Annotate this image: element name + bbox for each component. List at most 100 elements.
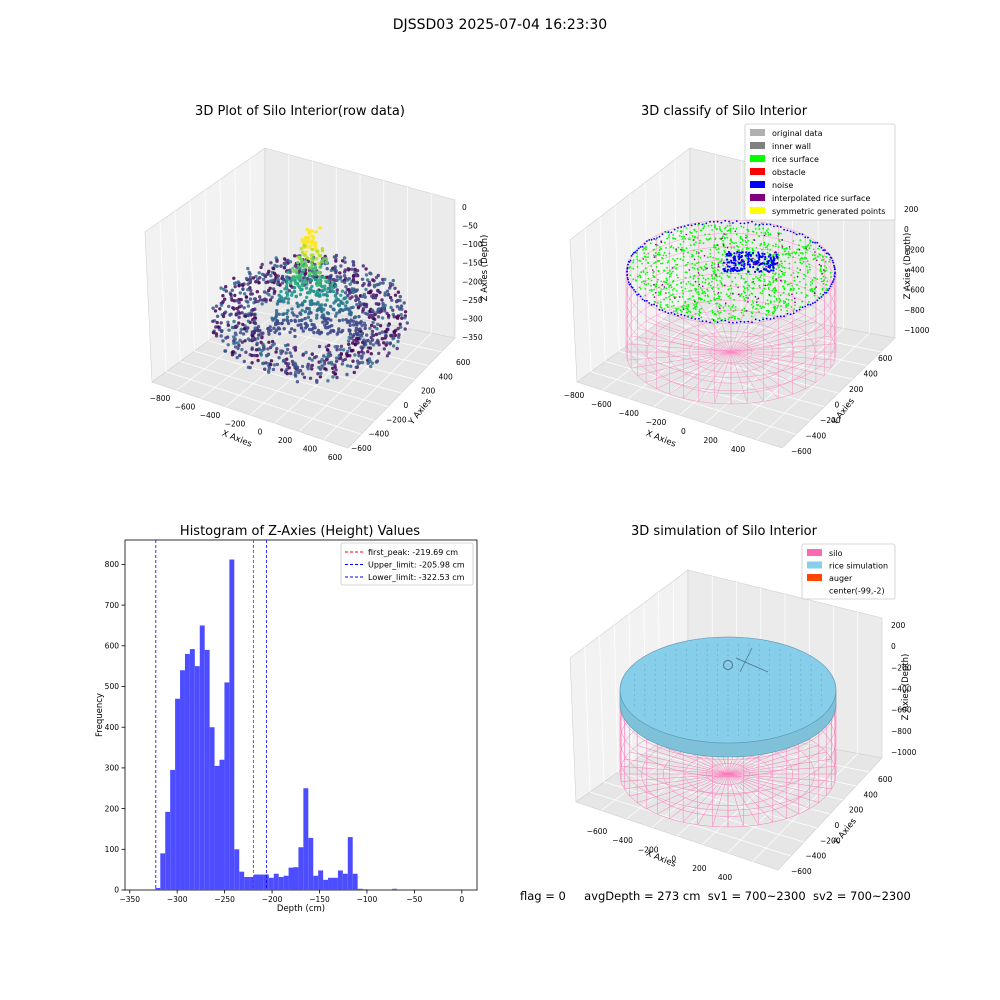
data-point [325,267,329,271]
x-tick-label: 0 [681,427,686,436]
rice-surface-point [819,268,822,270]
noise-point [633,289,635,291]
data-point [335,275,339,279]
rice-surface-point [709,256,712,258]
noise-point [804,305,807,308]
data-point [288,260,293,264]
z-axis-label: Z Axies (Depth) [903,233,913,300]
noise-point [832,280,835,282]
rice-surface-point [726,274,729,277]
rice-mesh-point [789,719,791,721]
rice-mesh-point [810,694,812,696]
data-point [250,361,254,365]
interpolated-point [680,248,682,251]
interpolated-point [685,233,688,236]
rice-mesh-point [665,669,667,671]
noise-point [725,258,729,261]
rice-mesh-point [769,689,771,691]
interpolated-point [753,239,756,241]
data-point [330,286,334,290]
rice-surface-point [773,295,776,298]
data-point [282,266,286,270]
rice-mesh-point [696,709,698,711]
data-point [328,275,332,279]
noise-point [754,270,757,273]
rice-mesh-point [779,654,781,656]
rice-surface-point [635,279,637,282]
data-point [246,319,251,323]
data-point [361,306,366,310]
silo-floor-spoke [621,773,729,782]
flag-value: flag = 0 [520,889,566,903]
z-tick-label: −1000 [904,326,930,335]
data-point [232,281,237,286]
data-point [351,263,356,267]
rice-surface-point [732,310,735,312]
rice-surface-point [774,273,776,275]
data-point [262,290,267,294]
data-point [301,268,306,272]
histogram-bar [337,870,343,890]
data-point [310,322,314,327]
histogram-bar [224,682,230,890]
interpolated-point [765,265,767,268]
rice-surface-point [712,286,715,288]
rice-mesh-point [748,729,750,731]
data-point [275,319,280,323]
data-point [398,298,402,303]
rice-mesh-point [779,699,781,701]
rice-surface-point [645,247,647,249]
noise-point [705,320,708,323]
rice-surface-point [661,262,664,265]
noise-point [705,222,708,225]
legend-swatch [750,207,765,214]
rice-surface-point [711,261,714,264]
rice-surface-point [804,283,807,286]
data-point [246,313,251,318]
data-point [274,273,278,277]
data-point [313,277,317,281]
rice-surface-point [636,265,639,268]
data-point [325,290,329,294]
rice-mesh-point [758,719,760,721]
data-point [373,317,377,321]
rice-surface-point [746,235,749,238]
data-point [262,344,266,348]
data-point [292,269,296,273]
rice-surface-point [788,267,791,270]
rice-mesh-point [665,659,667,661]
noise-point [728,254,731,257]
rice-surface-point [658,286,660,289]
data-point [346,267,350,271]
rice-surface-point [761,290,764,292]
silo-floor-spoke [656,351,732,389]
data-point [259,353,263,357]
x-axis-label: Depth (cm) [277,904,325,914]
rice-mesh-point [769,664,771,666]
data-point [238,338,242,342]
data-point [288,330,292,334]
rice-mesh-point [633,694,635,696]
rice-surface-point [699,242,701,245]
data-point [232,306,236,311]
rice-surface-point [696,301,699,304]
data-point [348,328,352,333]
data-point [252,312,256,317]
rice-surface-point [809,284,812,286]
data-point [334,259,338,263]
rice-surface-point [658,253,661,256]
data-point [364,273,369,277]
rice-mesh-point [654,719,656,721]
histogram-bar [283,875,289,890]
rice-surface-point [795,251,798,254]
z-tick-label: −100 [462,240,483,249]
rice-surface-point [650,288,653,291]
data-point [268,298,273,302]
rice-mesh-point [779,684,781,686]
rice-mesh-point [779,714,781,716]
rice-mesh-point [727,689,729,691]
rice-surface-point [742,314,745,317]
data-point [358,303,362,308]
rice-surface-point [670,286,673,289]
noise-point [786,312,789,315]
